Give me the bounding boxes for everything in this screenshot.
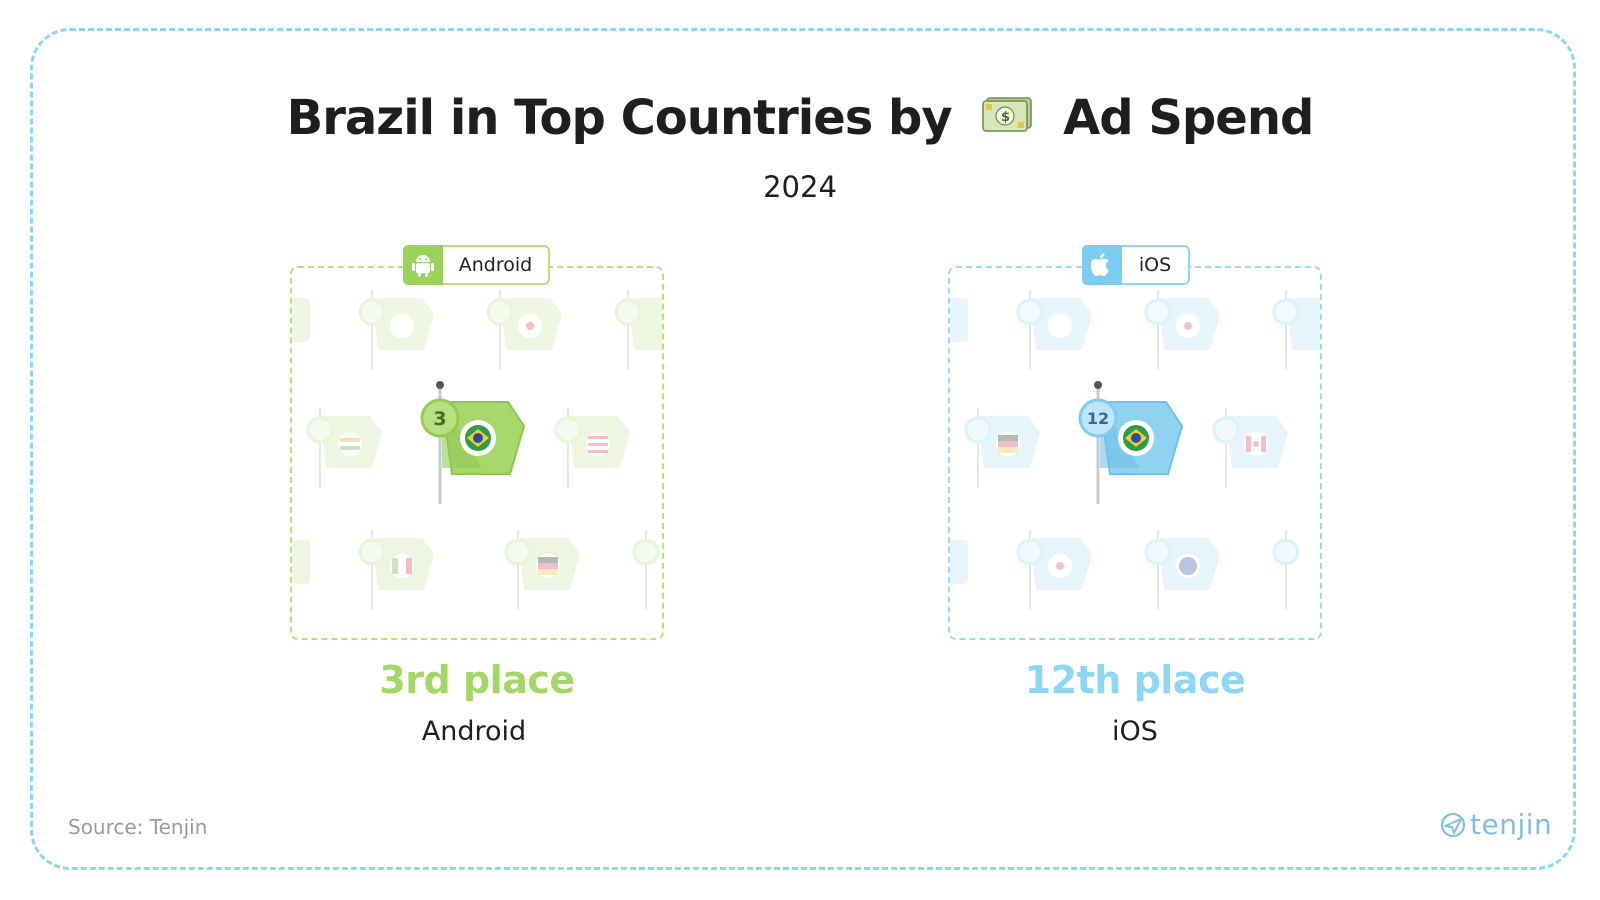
money-bill-icon: $: [981, 88, 1033, 144]
background-flags: [292, 290, 662, 610]
ios-flags-illustration: 12: [950, 290, 1320, 610]
svg-text:$: $: [1001, 110, 1010, 125]
title-text-before: Brazil in Top Countries by: [286, 90, 953, 146]
android-flags-illustration: 3: [292, 290, 662, 610]
svg-text:3: 3: [433, 408, 446, 430]
ios-tag: iOS: [1082, 245, 1190, 285]
android-tag: Android: [403, 245, 550, 285]
brazil-flag-android: 3: [420, 381, 526, 504]
tenjin-logo: tenjin: [1440, 808, 1552, 841]
subtitle-year: 2024: [763, 170, 837, 204]
tenjin-logo-icon: [1440, 812, 1466, 837]
rank-badge-ios: 12: [1078, 398, 1118, 438]
source-note: Source: Tenjin: [68, 815, 208, 839]
ios-flags-panel: 12: [948, 266, 1322, 640]
tenjin-logo-text: tenjin: [1470, 808, 1553, 841]
title-text-after: Ad Spend: [1063, 90, 1314, 146]
android-flags-panel: 3: [290, 266, 664, 640]
android-tag-label: Android: [458, 254, 533, 276]
apple-icon: [1082, 245, 1122, 285]
brazil-flag-ios: 12: [1078, 381, 1184, 504]
android-place-label: 3rd place: [379, 658, 575, 702]
ios-place-label: 12th place: [1024, 658, 1246, 702]
page-title: Brazil in Top Countries by $ Ad Spend: [0, 88, 1600, 154]
ios-platform-label: iOS: [1112, 716, 1158, 747]
rank-badge-android: 3: [420, 398, 460, 438]
ios-tag-label: iOS: [1138, 254, 1172, 276]
svg-text:12: 12: [1087, 409, 1109, 428]
android-icon: [403, 245, 443, 285]
card-frame: [30, 28, 1576, 870]
background-flags: [950, 290, 1320, 610]
android-platform-label: Android: [421, 716, 527, 747]
